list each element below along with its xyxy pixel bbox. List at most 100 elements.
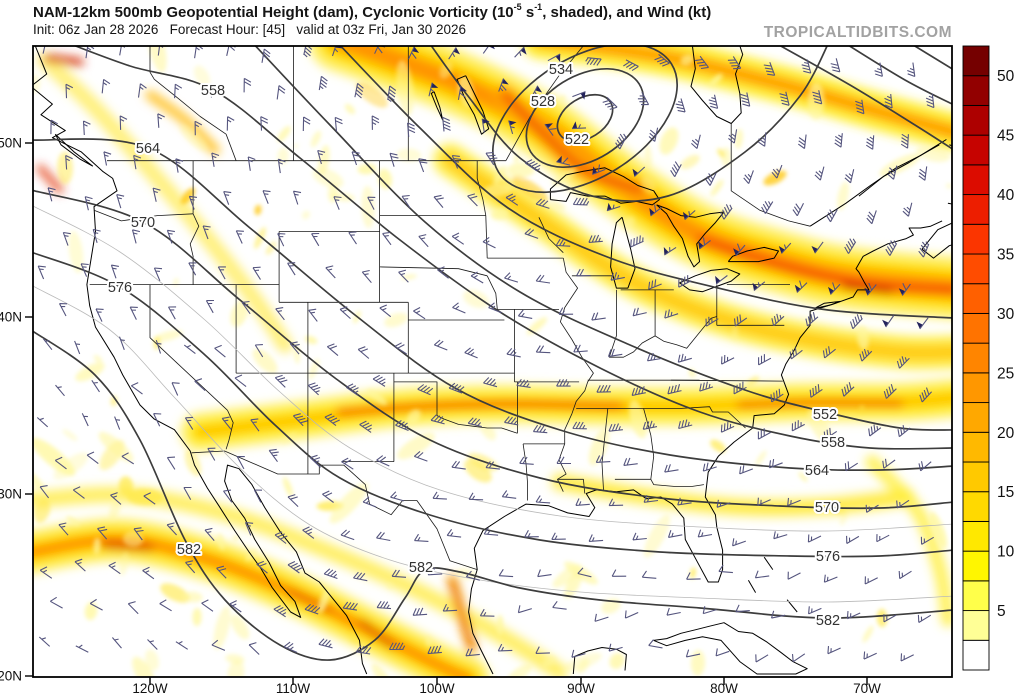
colorbar-segment (962, 194, 990, 225)
barb-staff (770, 610, 786, 619)
barb-staff (918, 166, 928, 181)
contour-label: 534 (549, 62, 573, 78)
barb-staff (323, 568, 338, 580)
barb-staff (322, 490, 334, 503)
barb-staff (250, 418, 260, 432)
barb-staff (827, 646, 841, 655)
barb-staff (372, 374, 386, 387)
wind-barb (874, 62, 883, 77)
barb-staff (175, 641, 188, 650)
vorticity-speckle (180, 187, 196, 205)
barb-staff (214, 344, 226, 358)
barb-staff (442, 603, 458, 612)
pennant-50kt (580, 91, 586, 100)
barb-staff (481, 118, 485, 133)
wind-barb (849, 314, 863, 330)
barb-staff (127, 601, 139, 615)
state-border (191, 450, 478, 570)
vorticity-speckle (946, 183, 952, 189)
barb-staff (467, 417, 482, 428)
wind-barb (260, 116, 269, 131)
barb-staff (357, 346, 370, 359)
vorticity-speckle (213, 606, 231, 650)
vorticity-speckle (550, 201, 566, 211)
barb-staff (524, 529, 539, 538)
wind-barb (226, 46, 236, 57)
barb-staff (501, 490, 517, 499)
barb-staff (119, 46, 129, 56)
state-border (486, 275, 498, 310)
state-border (476, 160, 487, 216)
wind-barb (95, 308, 104, 322)
lon-tick-label: 110W (276, 681, 311, 696)
wind-barb (226, 116, 235, 131)
barb-staff (770, 388, 784, 403)
barb-staff (143, 492, 156, 505)
vorticity-speckle (396, 60, 414, 116)
barb-staff (325, 265, 336, 279)
barb-staff (401, 194, 411, 209)
barb-staff (596, 384, 611, 393)
wind-barb (675, 98, 686, 113)
vorticity-speckle (109, 496, 121, 522)
barb-staff (631, 386, 646, 396)
height-contour (339, 46, 952, 319)
barb-staff (302, 116, 311, 132)
vorticity-speckle (147, 46, 167, 73)
barb-staff (648, 279, 662, 290)
wind-barb (250, 418, 260, 432)
barb-staff (577, 567, 592, 578)
barb-staff (572, 197, 590, 206)
vorticity-speckle (558, 95, 566, 103)
wind-barb (273, 605, 287, 618)
state-border (522, 443, 528, 501)
vorticity-band-nw-red-1 (44, 54, 84, 66)
wind-barb (797, 134, 807, 149)
wind-barb (457, 86, 468, 100)
intermediate-contour (33, 285, 952, 603)
wind-barb (537, 569, 552, 578)
wind-barb (610, 272, 625, 281)
wind-barb (211, 639, 226, 651)
wind-barb (223, 191, 232, 205)
wind-barb (698, 237, 711, 250)
wind-barb (166, 229, 175, 244)
barb-staff (448, 47, 457, 60)
barb-staff (133, 527, 144, 541)
barb-staff (58, 522, 69, 536)
barb-staff (571, 649, 586, 658)
colorbar-segment (962, 491, 990, 522)
barb-staff (556, 456, 572, 465)
barb-staff (417, 384, 434, 396)
wind-barb (791, 653, 806, 663)
wind-barb (801, 59, 812, 74)
vorticity-speckle (282, 477, 294, 497)
wind-barb (470, 271, 484, 284)
barb-staff (757, 428, 771, 440)
barb-staff (407, 122, 416, 137)
wind-barb (412, 607, 428, 616)
barb-staff (468, 492, 484, 501)
barb-staff (342, 601, 358, 611)
wind-barb (902, 202, 913, 217)
vorticity-speckle (601, 598, 621, 614)
wind-barb (152, 187, 161, 202)
wind-barb (119, 46, 129, 56)
wind-barb (602, 97, 618, 110)
wind-barb (863, 651, 877, 660)
vorticity-speckle (588, 428, 610, 466)
tropicaltidbits-logo[interactable]: TROPICALTIDBITS.COM (763, 24, 952, 41)
wind-barb (127, 601, 139, 615)
wind-barb (648, 127, 659, 142)
wind-barb (897, 425, 911, 438)
wind-barb (37, 265, 46, 280)
vorticity-speckle (254, 204, 262, 216)
coastline (430, 91, 444, 121)
pennant-50kt (752, 282, 758, 291)
pennant-50kt (606, 202, 612, 211)
wind-barb (39, 566, 53, 579)
wind-barb (898, 283, 911, 296)
barb-staff (317, 149, 326, 165)
vorticity-speckle (439, 61, 453, 79)
wind-barb (809, 384, 823, 398)
